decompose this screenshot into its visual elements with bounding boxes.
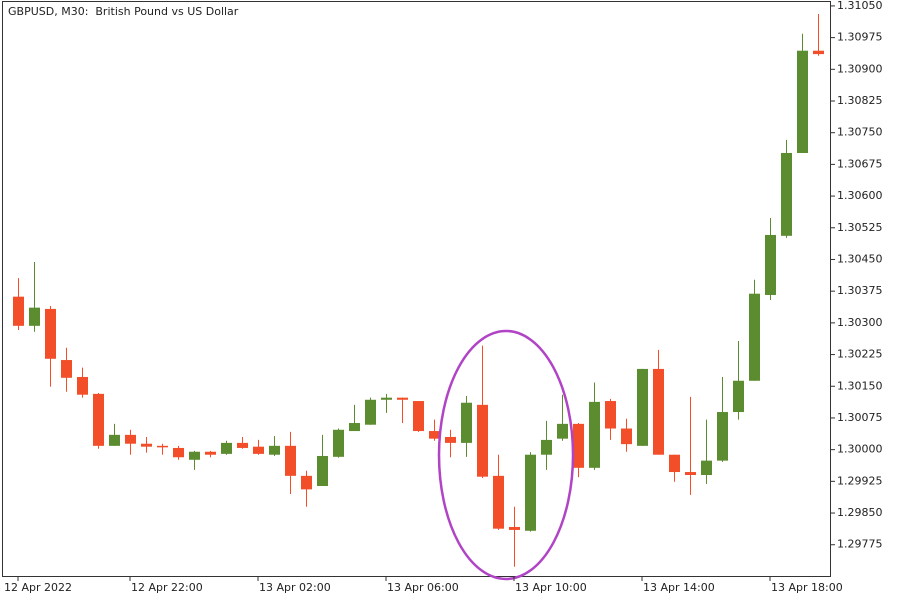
candle-body bbox=[365, 399, 376, 425]
candle-body bbox=[541, 439, 552, 455]
y-tick-label: 1.31050 bbox=[837, 0, 883, 12]
candle-body bbox=[765, 234, 776, 295]
candle-body bbox=[253, 446, 264, 454]
candle-body bbox=[749, 293, 760, 381]
y-tick-label: 1.30150 bbox=[837, 379, 883, 392]
candle-body bbox=[413, 401, 424, 432]
x-tick-label: 12 Apr 2022 bbox=[4, 581, 72, 594]
candle-body bbox=[429, 431, 440, 439]
candle-body bbox=[301, 475, 312, 490]
candle-body bbox=[349, 423, 360, 432]
candle-body bbox=[445, 436, 456, 443]
candle-body bbox=[637, 368, 648, 446]
y-tick-label: 1.30450 bbox=[837, 252, 883, 265]
candle-body bbox=[237, 442, 248, 448]
candle-body bbox=[813, 50, 824, 55]
candle-body bbox=[269, 445, 280, 455]
candle-body bbox=[13, 296, 24, 326]
candle-body bbox=[573, 423, 584, 468]
candle-body bbox=[509, 526, 520, 530]
x-tick-label: 13 Apr 10:00 bbox=[515, 581, 587, 594]
candle-body bbox=[493, 475, 504, 529]
candle-body bbox=[605, 401, 616, 429]
candle-body bbox=[525, 454, 536, 531]
candle-body bbox=[125, 434, 136, 444]
candle-body bbox=[317, 455, 328, 486]
candle-body bbox=[653, 368, 664, 455]
y-tick-label: 1.30525 bbox=[837, 221, 883, 234]
y-tick-label: 1.30825 bbox=[837, 94, 883, 107]
candle-body bbox=[333, 429, 344, 457]
x-tick-label: 13 Apr 14:00 bbox=[643, 581, 715, 594]
candle-body bbox=[397, 397, 408, 400]
y-tick-label: 1.29925 bbox=[837, 474, 883, 487]
y-tick-label: 1.30750 bbox=[837, 126, 883, 139]
candle-body bbox=[141, 443, 152, 447]
candle-body bbox=[557, 423, 568, 439]
candle-body bbox=[733, 380, 744, 413]
y-tick-label: 1.29775 bbox=[837, 538, 883, 551]
candle-body bbox=[685, 472, 696, 475]
candle-body bbox=[621, 428, 632, 445]
y-tick-label: 1.30300 bbox=[837, 316, 883, 329]
candle-body bbox=[381, 397, 392, 400]
candle-body bbox=[669, 454, 680, 473]
x-tick-label: 13 Apr 06:00 bbox=[387, 581, 459, 594]
y-tick-label: 1.29850 bbox=[837, 506, 883, 519]
candle-body bbox=[189, 451, 200, 460]
y-tick-label: 1.30000 bbox=[837, 443, 883, 456]
candles bbox=[13, 13, 824, 567]
x-tick-label: 13 Apr 18:00 bbox=[771, 581, 843, 594]
candle-body bbox=[109, 434, 120, 446]
candle-body bbox=[29, 307, 40, 326]
y-tick-label: 1.30075 bbox=[837, 411, 883, 424]
candle-body bbox=[221, 442, 232, 454]
candle-body bbox=[205, 451, 216, 455]
candle-body bbox=[157, 445, 168, 448]
plot-frame bbox=[2, 1, 831, 577]
candle-body bbox=[477, 404, 488, 477]
x-tick-label: 13 Apr 02:00 bbox=[259, 581, 331, 594]
y-tick-label: 1.30675 bbox=[837, 157, 883, 170]
candle-body bbox=[93, 393, 104, 446]
y-tick-label: 1.30975 bbox=[837, 31, 883, 44]
candle-body bbox=[173, 447, 184, 458]
highlight-ellipse bbox=[437, 329, 575, 581]
y-tick-label: 1.30375 bbox=[837, 284, 883, 297]
candle-body bbox=[77, 376, 88, 395]
candle-body bbox=[797, 50, 808, 153]
candle-body bbox=[61, 360, 72, 378]
candle-body bbox=[717, 412, 728, 461]
chart-title: GBPUSD, M30: British Pound vs US Dollar bbox=[8, 5, 239, 18]
candle-body bbox=[285, 445, 296, 476]
y-tick-label: 1.30225 bbox=[837, 348, 883, 361]
x-tick-label: 12 Apr 22:00 bbox=[131, 581, 203, 594]
candle-body bbox=[589, 401, 600, 468]
candle-body bbox=[701, 460, 712, 475]
candle-body bbox=[461, 402, 472, 443]
candle-body bbox=[45, 308, 56, 359]
candle-body bbox=[781, 152, 792, 236]
y-tick-label: 1.30600 bbox=[837, 189, 883, 202]
y-tick-label: 1.30900 bbox=[837, 62, 883, 75]
